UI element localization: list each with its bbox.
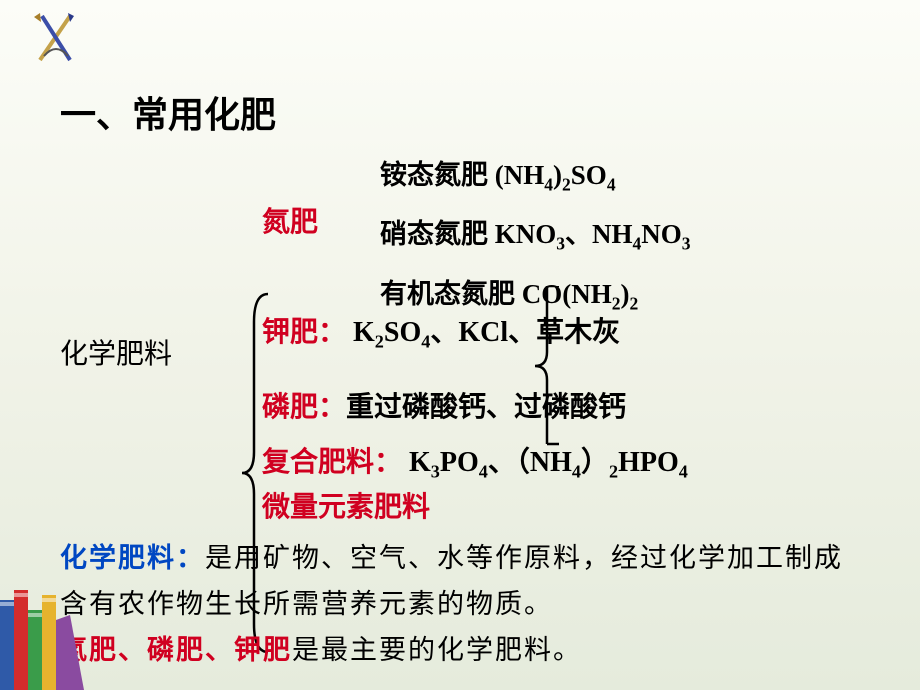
books-decoration-icon [0, 560, 130, 690]
nitrogen-items: 铵态氮肥 (NH4)2SO4 硝态氮肥 KNO3、NH4NO3 有机态氮肥 CO… [380, 150, 691, 328]
summary-rest: 是最主要的化学肥料。 [292, 635, 582, 665]
phosphate-row: 磷肥：重过磷酸钙、过磷酸钙 [262, 385, 626, 425]
pencil-cross-icon [32, 10, 80, 65]
micro-row: 微量元素肥料 [262, 485, 430, 525]
nitrogen-row-ammonium: 铵态氮肥 (NH4)2SO4 [380, 150, 691, 209]
nitrogen-row-nitrate: 硝态氮肥 KNO3、NH4NO3 [380, 209, 691, 268]
bottom-text: 化学肥料：是用矿物、空气、水等作原料，经过化学加工制成含有农作物生长所需营养元素… [60, 535, 870, 673]
section-title: 一、常用化肥 [60, 86, 276, 138]
compound-row: 复合肥料： K3PO4、（NH4）2HPO4 [262, 440, 688, 483]
potassium-row: 钾肥： K2SO4、KCl、草木灰 [262, 310, 620, 353]
root-label: 化学肥料 [60, 332, 172, 372]
nitrogen-label: 氮肥 [262, 200, 318, 240]
